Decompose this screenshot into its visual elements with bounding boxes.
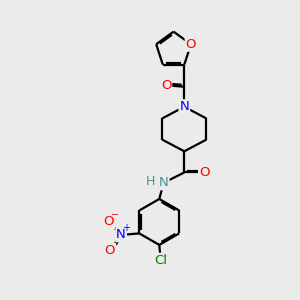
Text: N: N xyxy=(159,176,169,189)
Text: O: O xyxy=(186,38,196,51)
Text: O: O xyxy=(105,244,115,257)
Text: Cl: Cl xyxy=(154,254,167,267)
Text: +: + xyxy=(122,224,130,233)
Text: N: N xyxy=(116,228,126,242)
Text: H: H xyxy=(146,175,155,188)
Text: O: O xyxy=(103,215,114,228)
Text: O: O xyxy=(161,79,171,92)
Text: −: − xyxy=(111,210,119,220)
Text: O: O xyxy=(199,166,210,179)
Text: N: N xyxy=(179,100,189,113)
